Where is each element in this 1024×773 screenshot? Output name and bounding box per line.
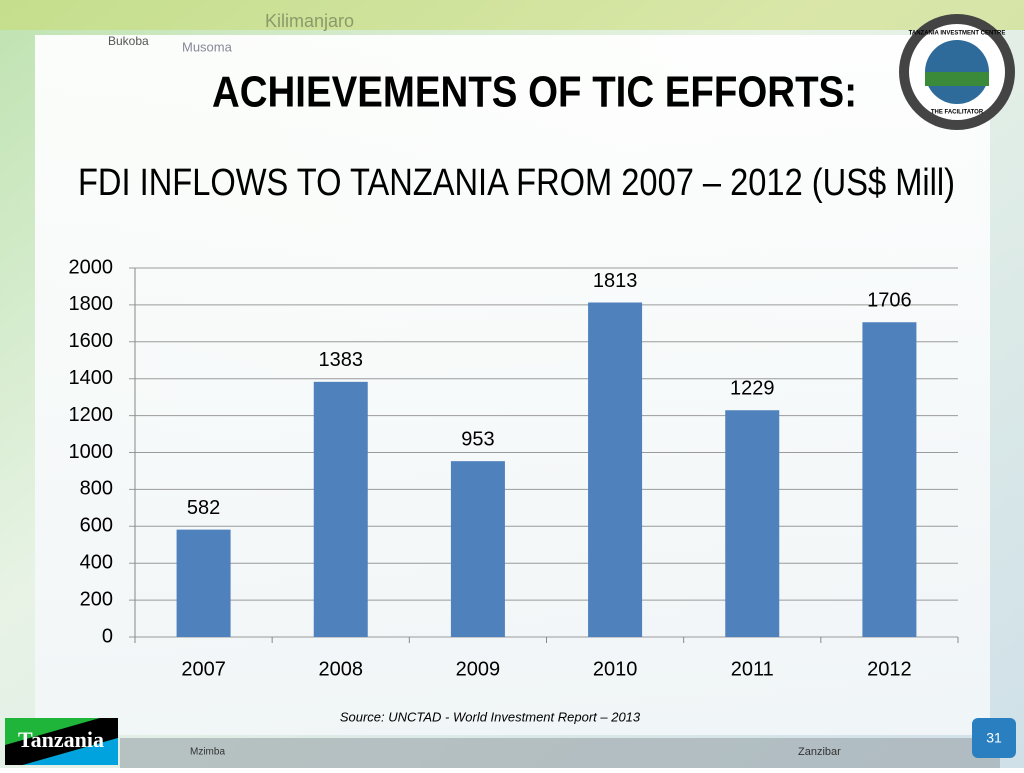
data-label: 1229	[730, 378, 775, 400]
data-label: 1706	[867, 290, 912, 312]
badge-blue	[23, 738, 118, 765]
slide-number-box	[972, 718, 1016, 758]
slide-title: ACHIEVEMENTS OF TIC EFFORTS:	[212, 68, 857, 117]
bar	[725, 410, 780, 637]
chart-subtitle: FDI INFLOWS TO TANZANIA FROM 2007 – 2012…	[78, 162, 955, 204]
bar	[313, 381, 368, 637]
logo-land	[925, 72, 989, 86]
bg-label: Musoma	[182, 39, 233, 54]
top-band	[0, 0, 1024, 30]
x-tick-label: 2010	[593, 658, 638, 680]
bg-label: Zanzibar	[798, 746, 841, 758]
y-tick-label: 1200	[69, 404, 114, 426]
tic-logo: TANZANIA INVESTMENT CENTRE THE FACILITAT…	[899, 14, 1015, 130]
logo-text: THE FACILITATOR	[931, 110, 984, 116]
bg-label: Mzimba	[190, 747, 225, 758]
y-tick-label: 600	[80, 515, 113, 537]
x-tick-label: 2012	[867, 658, 912, 680]
plot-area: 0 200 400 600 800 1000 1200 1400 1600 1800 2000 200…	[69, 256, 959, 680]
bar	[862, 322, 917, 637]
y-tick-label: 400	[80, 551, 113, 573]
y-tick-label: 2000	[69, 256, 114, 278]
bg-label: Bukoba	[108, 34, 149, 48]
x-tick-label: 2007	[181, 658, 226, 680]
bar	[450, 461, 505, 637]
y-tick-label: 800	[80, 478, 113, 500]
y-tick-label: 0	[102, 625, 113, 647]
bar	[176, 529, 231, 637]
data-label: 1813	[593, 270, 638, 292]
bar	[588, 302, 643, 637]
x-tick-label: 2011	[731, 658, 774, 680]
data-label: 953	[461, 428, 494, 450]
bg-label: Kilimanjaro	[265, 11, 354, 31]
y-tick-label: 1400	[69, 367, 114, 389]
tanzania-badge: Tanzania	[5, 718, 118, 765]
x-tick-label: 2008	[319, 658, 364, 680]
badge-text: Tanzania	[18, 727, 104, 752]
data-label: 1383	[319, 349, 364, 371]
y-tick-label: 1800	[69, 293, 114, 315]
x-tick-label: 2009	[456, 658, 501, 680]
y-tick-label: 200	[80, 588, 113, 610]
slide-number: 31	[986, 730, 1002, 746]
y-tick-label: 1000	[69, 441, 114, 463]
data-label: 582	[187, 497, 220, 519]
y-tick-label: 1600	[69, 330, 114, 352]
badge-stripe	[5, 718, 118, 765]
bottom-strip	[120, 738, 1000, 768]
logo-text: TANZANIA INVESTMENT CENTRE	[909, 31, 1006, 37]
source-note: Source: UNCTAD - World Investment Report…	[340, 709, 641, 724]
